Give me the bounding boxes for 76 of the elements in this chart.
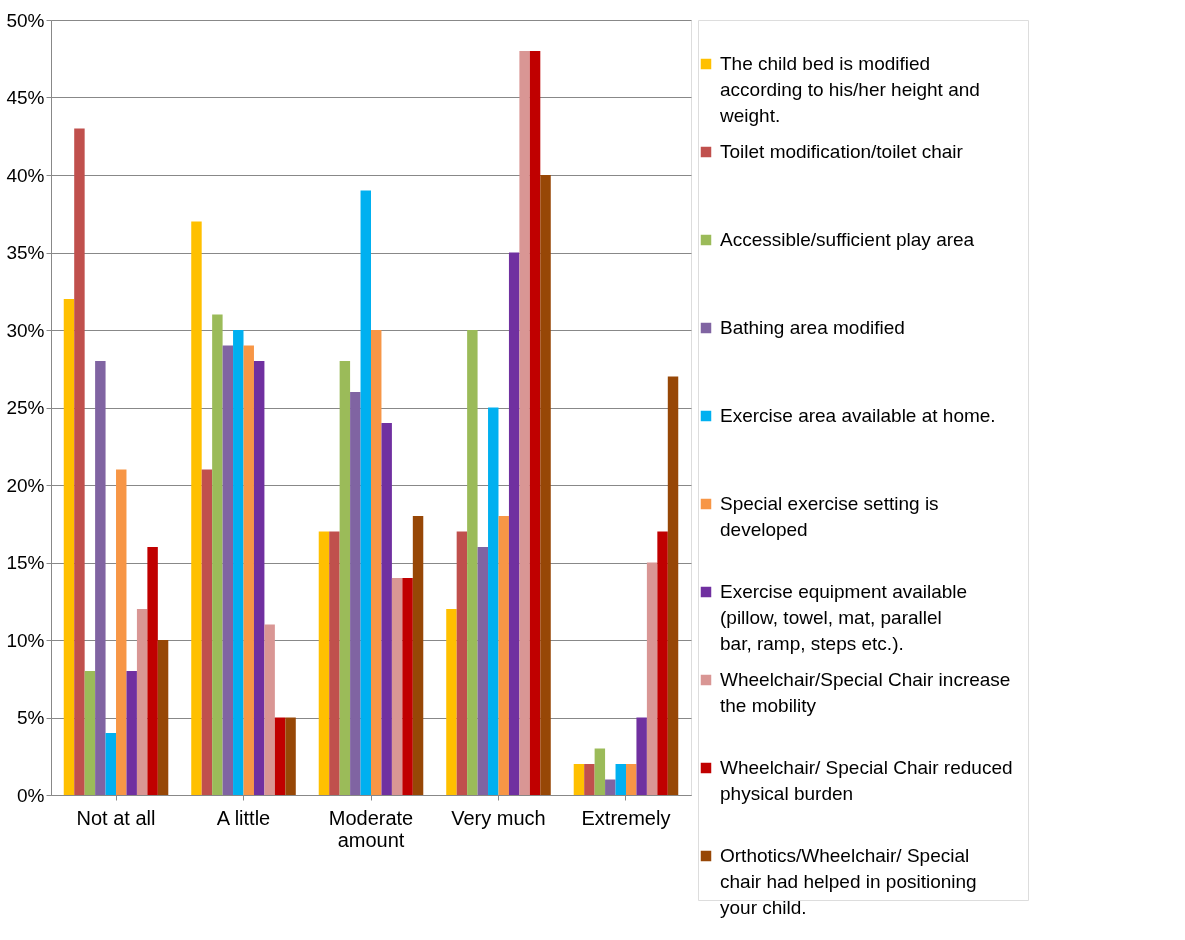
bar: [191, 221, 202, 795]
y-tick-label: 50%: [6, 9, 45, 31]
bar: [212, 314, 223, 795]
y-tick-label: 20%: [6, 474, 45, 496]
legend-label: Exercise area available at home.: [720, 405, 996, 426]
bar: [339, 361, 351, 795]
legend-label: Toilet modification/toilet chair: [720, 141, 964, 162]
bar: [412, 516, 424, 795]
bar: [391, 578, 403, 795]
bar: [488, 407, 499, 795]
bar: [605, 779, 616, 795]
bar: [467, 330, 478, 795]
y-tick-label: 10%: [6, 629, 45, 651]
bar: [402, 578, 413, 795]
bar: [63, 299, 75, 795]
bar: [529, 51, 541, 795]
x-tick-label: A little: [216, 806, 271, 829]
x-tick-label: Not at all: [76, 806, 156, 829]
bar: [615, 764, 626, 795]
bar: [584, 764, 595, 795]
x-tick-label: Very much: [451, 806, 546, 829]
bar: [105, 733, 117, 795]
bar: [636, 717, 647, 795]
bar: [253, 361, 265, 795]
bar: [594, 748, 606, 795]
bar: [446, 609, 457, 795]
y-tick-label: 35%: [6, 242, 45, 263]
bar: [243, 345, 254, 795]
y-tick-label: 5%: [17, 707, 45, 728]
bar: [285, 717, 296, 795]
legend-label: Exercise equipment available (pillow, towel, mat, parallel bar, ramp, steps etc.).: [720, 581, 968, 654]
bar: [508, 252, 520, 795]
legend-label: Special exercise setting is developed: [720, 493, 939, 540]
bar: [456, 531, 468, 795]
bar: [233, 330, 244, 795]
bar: [318, 531, 330, 795]
legend-label: The child bed is modified according to his/her height and weight.: [719, 53, 980, 126]
bar: [126, 671, 137, 795]
bar: [646, 562, 658, 795]
x-tick-label: Moderate amount: [328, 806, 414, 851]
bar: [84, 671, 96, 795]
y-tick-label: 30%: [6, 319, 45, 341]
bar: [667, 376, 679, 795]
bar: [116, 469, 127, 795]
legend-label: Bathing area modified: [720, 317, 905, 338]
y-tick-label: 40%: [6, 164, 45, 186]
bar: [519, 51, 530, 795]
y-tick-label: 25%: [6, 397, 45, 418]
bar: [540, 175, 551, 795]
bar: [371, 330, 382, 795]
y-tick-label: 45%: [6, 87, 45, 108]
legend-label: Wheelchair/ Special Chair reduced physical burden: [720, 757, 1013, 804]
bar: [157, 640, 169, 795]
bar: [74, 128, 85, 795]
bar: [573, 764, 585, 795]
bar: [147, 547, 158, 795]
legend-label: Wheelchair/Special Chair increase the mobility: [720, 669, 1011, 716]
y-tick-label: 15%: [6, 552, 45, 573]
legend-label: Orthotics/Wheelchair/ Special chair had helped in positioning your child.: [720, 845, 977, 918]
bar: [625, 764, 637, 795]
bar: [264, 624, 275, 795]
y-tick-label: 0%: [17, 784, 45, 806]
bar: [136, 609, 148, 795]
bar: [360, 190, 371, 795]
x-tick-label: Extremely: [581, 806, 671, 829]
bar: [274, 717, 286, 795]
bar: [329, 531, 340, 795]
bar: [477, 547, 489, 795]
bar: [657, 531, 668, 795]
bar: [498, 516, 509, 795]
bar: [95, 361, 106, 795]
legend-label: Accessible/sufficient play area: [720, 229, 975, 250]
bar: [350, 392, 361, 795]
bar: [381, 423, 392, 795]
bar: [201, 469, 213, 795]
bar: [222, 345, 234, 795]
